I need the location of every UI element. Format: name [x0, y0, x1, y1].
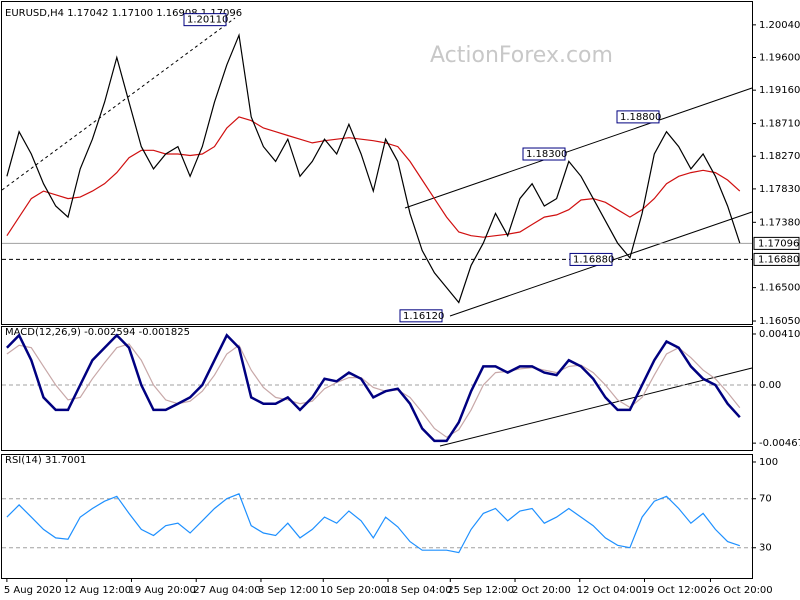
watermark: ActionForex.com: [430, 43, 613, 68]
x-tick-label: 5 Aug 2020: [4, 585, 62, 596]
y-tick-label: -0.004678: [759, 438, 800, 449]
x-tick-label: 25 Sep 12:00: [447, 585, 514, 596]
y-tick-label: 1.17380: [759, 217, 800, 228]
y-tick-label: 1.18270: [759, 151, 800, 162]
y-tick-label: 100: [759, 457, 778, 468]
annotation-box: [399, 309, 443, 323]
annotation-label: 1.18300: [526, 149, 567, 160]
y-tick-label: 1.17830: [759, 184, 800, 195]
panel-title: MACD(12,26,9) -0.002594 -0.001825: [5, 327, 190, 338]
annotation-box: [183, 13, 227, 27]
x-tick-label: 27 Aug 04:00: [193, 585, 260, 596]
x-tick-label: 19 Aug 20:00: [128, 585, 195, 596]
y-tick-label: 1.18710: [759, 119, 800, 130]
y-tick-label: 30: [759, 543, 772, 554]
panel-title: RSI(14) 31.7001: [5, 455, 86, 466]
annotation-label: 1.18800: [620, 112, 661, 123]
annotation-label: 1.16880: [573, 254, 614, 265]
y-tick-label: 1.16050: [759, 316, 800, 327]
channel-line: [404, 87, 753, 209]
rsi-panel-frame: [1, 454, 753, 579]
annotation-label: 1.16120: [403, 311, 444, 322]
series-line: [6, 493, 740, 554]
level-label-box: [753, 252, 800, 266]
series-line: [6, 333, 741, 443]
series-line: [6, 343, 741, 438]
price-panel-frame: [1, 1, 753, 325]
x-tick-label: 2 Oct 20:00: [512, 585, 571, 596]
level-label-box: [753, 236, 800, 250]
y-tick-label: 1.19600: [759, 53, 800, 64]
annotation-label: 1.20110: [187, 15, 228, 26]
x-tick-label: 3 Sep 12:00: [258, 585, 318, 596]
series-line: [6, 32, 741, 304]
x-tick-label: 10 Sep 20:00: [320, 585, 387, 596]
y-tick-label: 0.004108: [759, 329, 800, 340]
level-label: 1.16880: [758, 254, 799, 265]
x-tick-label: 18 Sep 04:00: [385, 585, 452, 596]
y-tick-label: 0.00: [759, 380, 781, 391]
macd-panel-frame: [1, 326, 753, 451]
annotation-box: [569, 252, 613, 266]
panel-title: EURUSD,H4 1.17042 1.17100 1.16908 1.1709…: [5, 8, 242, 19]
y-tick-label: 1.20040: [759, 20, 800, 31]
x-tick-label: 26 Oct 20:00: [707, 585, 772, 596]
annotation-box: [616, 110, 660, 124]
trend-line: [1, 17, 236, 191]
x-tick-label: 12 Oct 04:00: [577, 585, 642, 596]
annotation-box: [522, 147, 566, 161]
x-tick-label: 12 Aug 12:00: [64, 585, 131, 596]
level-label: 1.17096: [758, 238, 799, 249]
y-tick-label: 1.16500: [759, 283, 800, 294]
x-tick-label: 19 Oct 12:00: [642, 585, 707, 596]
y-tick-label: 70: [759, 494, 772, 505]
series-line: [6, 116, 741, 238]
y-tick-label: 1.19160: [759, 85, 800, 96]
macd-trend-line: [439, 367, 753, 447]
